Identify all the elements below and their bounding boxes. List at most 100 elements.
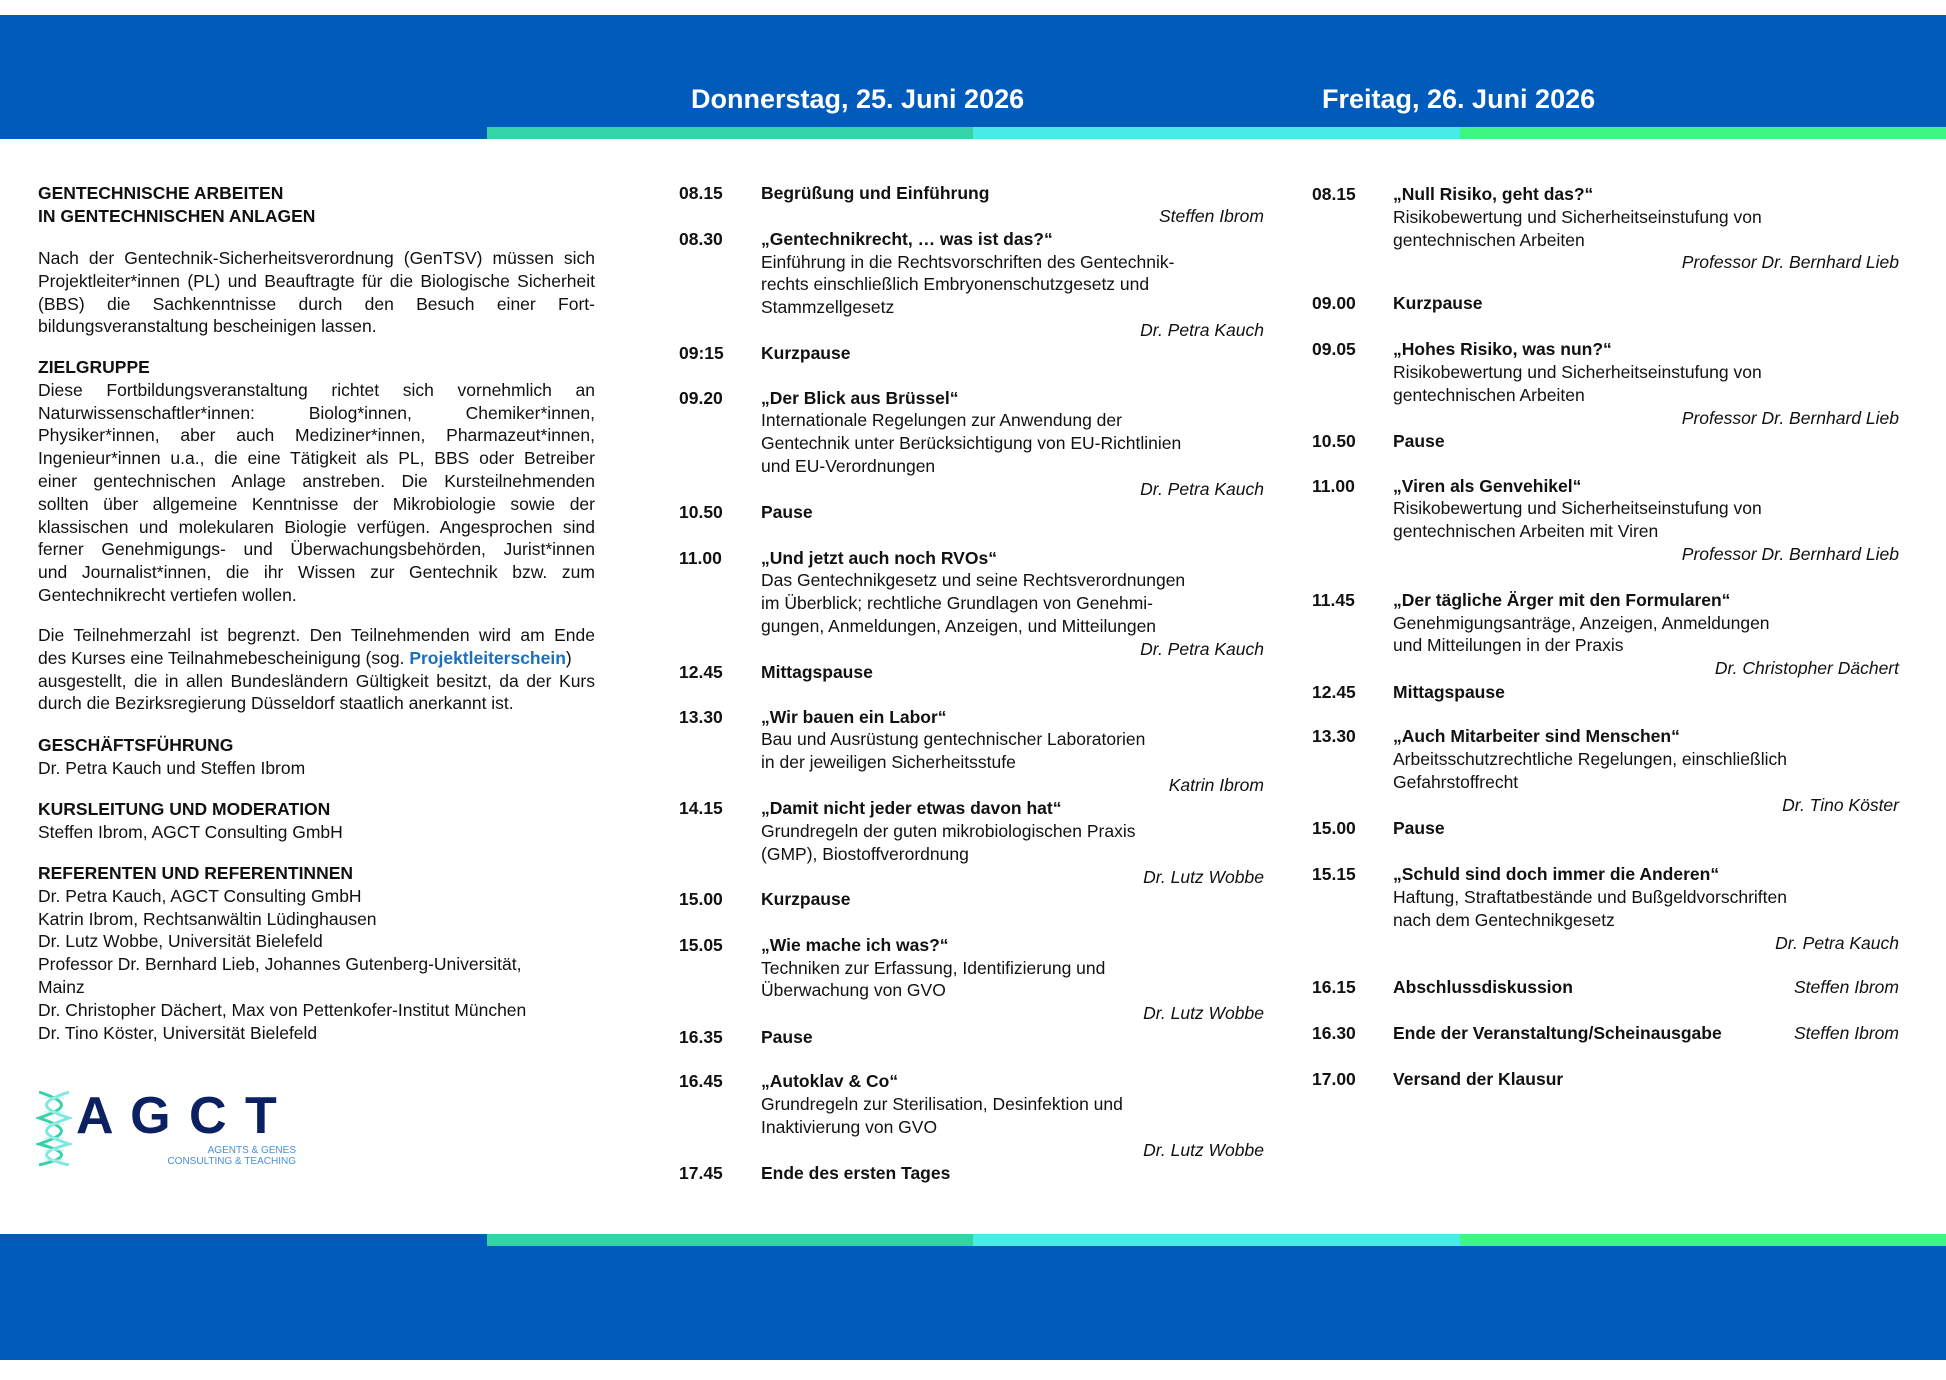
entry-body: Kurzpause (761, 342, 1264, 365)
speaker-line: Professor Dr. Bernhard Lieb, Johannes Gu… (38, 954, 522, 975)
section-heading: ZIELGRUPPE (38, 357, 150, 377)
entry-description-line: in der jeweiligen Sicherheitsstufe (761, 752, 1016, 773)
entry-title: „Und jetzt auch noch RVOs“ (761, 547, 997, 568)
entry-description-line: Internationale Regelungen zur Anwendung … (761, 410, 1122, 431)
entry-speaker: Steffen Ibrom (1793, 1022, 1899, 1043)
entry-title: Kurzpause (761, 342, 851, 363)
entry-time: 17.45 (679, 1163, 723, 1184)
entry-time: 09.00 (1312, 293, 1356, 314)
entry-speaker: Dr. Petra Kauch (1140, 319, 1264, 340)
footer-band (0, 1234, 1946, 1360)
day2-date-heading: Freitag, 26. Juni 2026 (1322, 84, 1596, 114)
entry-body: „Autoklav & Co“ Grundregeln zur Sterilisa… (761, 1070, 1264, 1161)
entry-description-line: Das Gentechnikgesetz und seine Rechtsver… (761, 570, 1186, 591)
entry-title: Kurzpause (761, 888, 851, 909)
day1-date-heading: Donnerstag, 25. Juni 2026 (691, 84, 1025, 114)
entry-body: „Wir bauen ein Labor“ Bau und Ausrüstung … (761, 706, 1264, 797)
entry-description-line: nach dem Gentechnikgesetz (1393, 909, 1615, 930)
text-line: durch die Bezirksregierung Düsseldorf st… (38, 693, 514, 714)
entry-title: Mittagspause (1393, 681, 1505, 702)
referenten-section: REFERENTEN UND REFERENTINNEN Dr. Petra K… (38, 862, 526, 1044)
entry-speaker: Katrin Ibrom (1168, 774, 1264, 795)
text-line: sollten über allgemeine Kenntnisse der M… (38, 493, 595, 514)
entry-speaker: Professor Dr. Bernhard Lieb (1681, 407, 1899, 428)
entry-body: Ende der Veranstaltung/Scheinausgabe Stef… (1393, 1022, 1899, 1045)
entry-description-line: Risikobewertung und Sicherheitseinstufun… (1393, 206, 1762, 227)
entry-description-line: und Mitteilungen in der Praxis (1393, 635, 1624, 656)
text-fragment: ) (565, 647, 572, 668)
entry-speaker: Dr. Lutz Wobbe (1143, 866, 1264, 887)
entry-description-line: Risikobewertung und Sicherheitseinstufun… (1393, 361, 1762, 382)
speaker-line: Dr. Lutz Wobbe, Universität Bielefeld (38, 931, 323, 952)
text-line: Physiker*innen, aber auch Mediziner*inne… (38, 425, 595, 446)
course-title: GENTECHNISCHE ARBEITEN IN GENTECHNISCHEN… (38, 182, 595, 228)
speaker-line: Katrin Ibrom, Rechtsanwältin Lüdinghause… (38, 908, 377, 929)
entry-time: 08.15 (1312, 184, 1356, 205)
course-title-line: GENTECHNISCHE ARBEITEN (38, 183, 284, 203)
text-line: ausgestellt, die in allen Bundesländern … (38, 670, 595, 691)
text-line: klassischen und molekularen Biologie ver… (38, 516, 595, 537)
section-text: Dr. Petra Kauch und Steffen Ibrom (38, 757, 306, 778)
speaker-line: Dr. Petra Kauch, AGCT Consulting GmbH (38, 885, 362, 906)
entry-time: 13.30 (1312, 726, 1356, 747)
entry-time: 09.20 (679, 387, 723, 408)
entry-body: „Hohes Risiko, was nun?“ Risikobewertung … (1393, 338, 1899, 429)
entry-title: „Der tägliche Ärger mit den Formularen“ (1393, 589, 1731, 610)
entry-body: „Gentechnikrecht, … was ist das?“ Einführ… (761, 228, 1264, 342)
header-stripe-1 (487, 127, 973, 139)
entry-description-line: Haftung, Straftatbestände und Bußgeldvor… (1393, 886, 1787, 907)
footer-stripe-3 (1460, 1234, 1946, 1246)
text-line: des Kurses eine Teilnahmebescheinigung (… (38, 647, 595, 670)
text-line: (BBS) die Sachkenntnisse durch den Besuc… (38, 293, 595, 314)
entry-description-line: Grundregeln zur Sterilisation, Desinfekt… (761, 1094, 1123, 1115)
entry-title: Ende der Veranstaltung/Scheinausgabe (1393, 1022, 1722, 1043)
entry-title: „Gentechnikrecht, … was ist das?“ (761, 228, 1053, 249)
text-line: Nach der Gentechnik-Sicherheitsverordnun… (38, 248, 595, 268)
text-fragment: des Kurses eine Teilnahmebescheinigung (… (38, 647, 410, 668)
entry-title: „Wir bauen ein Labor“ (761, 706, 947, 727)
entry-description-line: Bau und Ausrüstung gentechnischer Labora… (761, 729, 1146, 750)
entry-description-line: gentechnischen Arbeiten (1393, 384, 1585, 405)
speaker-line: Mainz (38, 976, 85, 997)
entry-description-line: Inaktivierung von GVO (761, 1116, 938, 1137)
footer-stripe-1 (487, 1234, 973, 1246)
entry-time: 16.15 (1312, 977, 1356, 998)
entry-title: Pause (761, 1026, 813, 1047)
entry-time: 08.30 (679, 228, 723, 249)
entry-body: „Schuld sind doch immer die Anderen“ Haft… (1393, 863, 1899, 954)
entry-speaker: Dr. Lutz Wobbe (1143, 1003, 1264, 1024)
entry-body: Pause (1393, 817, 1899, 840)
entry-time: 10.50 (1312, 431, 1356, 451)
header-stripe-2 (973, 127, 1460, 139)
text-line: bildungsveranstaltung bescheinigen lasse… (38, 316, 377, 337)
zielgruppe-section: ZIELGRUPPE Diese Fortbildungsveranstaltu… (38, 356, 595, 607)
entry-title: „Autoklav & Co“ (761, 1071, 899, 1092)
entry-title: „Auch Mitarbeiter sind Menschen“ (1393, 726, 1680, 747)
projektleiterschein-link[interactable]: Projektleiterschein (409, 647, 566, 668)
speaker-line: Dr. Tino Köster, Universität Bielefeld (38, 1022, 318, 1043)
entry-description-line: (GMP), Biostoffverordnung (761, 843, 969, 864)
text-line: Diese Fortbildungsveranstaltung richtet … (38, 379, 595, 400)
entry-speaker: Dr. Petra Kauch (1775, 932, 1899, 953)
entry-speaker: Dr. Christopher Dächert (1714, 658, 1899, 679)
text-line: einer gentechnischen Anlage anstreben. D… (38, 470, 595, 491)
text-line: Die Teilnehmerzahl ist begrenzt. Den Tei… (38, 625, 595, 645)
entry-speaker: Professor Dr. Bernhard Lieb (1681, 544, 1899, 565)
entry-speaker: Steffen Ibrom (1158, 205, 1264, 226)
text-line: ferner Genehmigungs- und Überwachungsbeh… (38, 539, 595, 560)
header-stripe-3 (1460, 127, 1946, 139)
entry-body: Versand der Klausur (1393, 1068, 1899, 1091)
speaker-line: Dr. Christopher Dächert, Max von Pettenk… (38, 999, 527, 1020)
entry-time: 11.45 (1312, 589, 1355, 610)
entry-time: 12.45 (679, 661, 723, 682)
entry-title: Begrüßung und Einführung (761, 182, 990, 203)
entry-body: „Der tägliche Ärger mit den Formularen“ G… (1393, 589, 1899, 680)
entry-title: Pause (1393, 818, 1445, 839)
entry-body: „Damit nicht jeder etwas davon hat“ Grund… (761, 797, 1264, 888)
text-line: Projektleiter*innen (PL) und Beauftragte… (38, 270, 595, 291)
geschaeftsfuehrung-section: GESCHÄFTSFÜHRUNG Dr. Petra Kauch und Ste… (38, 734, 305, 780)
entry-body: Ende des ersten Tages (761, 1162, 1264, 1185)
entry-time: 16.45 (679, 1071, 723, 1092)
entry-title: „Schuld sind doch immer die Anderen“ (1393, 864, 1720, 885)
entry-title: Pause (1393, 431, 1445, 451)
